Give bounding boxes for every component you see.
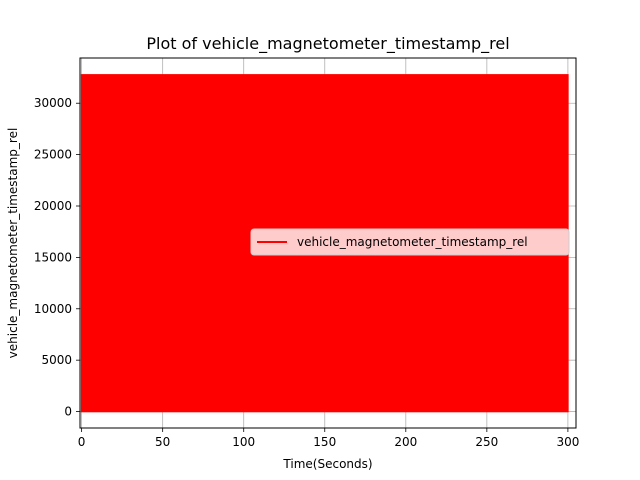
x-axis-label: Time(Seconds) [282,457,372,471]
y-tick-label: 15000 [34,250,72,264]
x-tick-label: 0 [78,435,86,449]
x-tick-label: 200 [394,435,417,449]
legend: vehicle_magnetometer_timestamp_rel [250,228,570,256]
x-tick-label: 100 [232,435,255,449]
chart-title: Plot of vehicle_magnetometer_timestamp_r… [146,34,509,54]
y-tick-label: 5000 [41,353,72,367]
y-tick-label: 25000 [34,148,72,162]
y-tick-label: 0 [64,405,72,419]
x-tick-label: 50 [155,435,170,449]
y-tick-label: 20000 [34,199,72,213]
x-tick-label: 300 [556,435,579,449]
x-tick-label: 150 [313,435,336,449]
y-axis: 0 5000 10000 15000 20000 25000 30000 [34,96,80,419]
x-axis: 0 50 100 150 200 250 300 [78,428,579,449]
y-axis-label: vehicle_magnetometer_timestamp_rel [6,128,20,359]
y-tick-label: 10000 [34,302,72,316]
legend-box [250,228,570,256]
y-tick-label: 30000 [34,96,72,110]
plot-frame [79,57,577,429]
legend-label: vehicle_magnetometer_timestamp_rel [297,235,528,249]
x-tick-label: 250 [475,435,498,449]
